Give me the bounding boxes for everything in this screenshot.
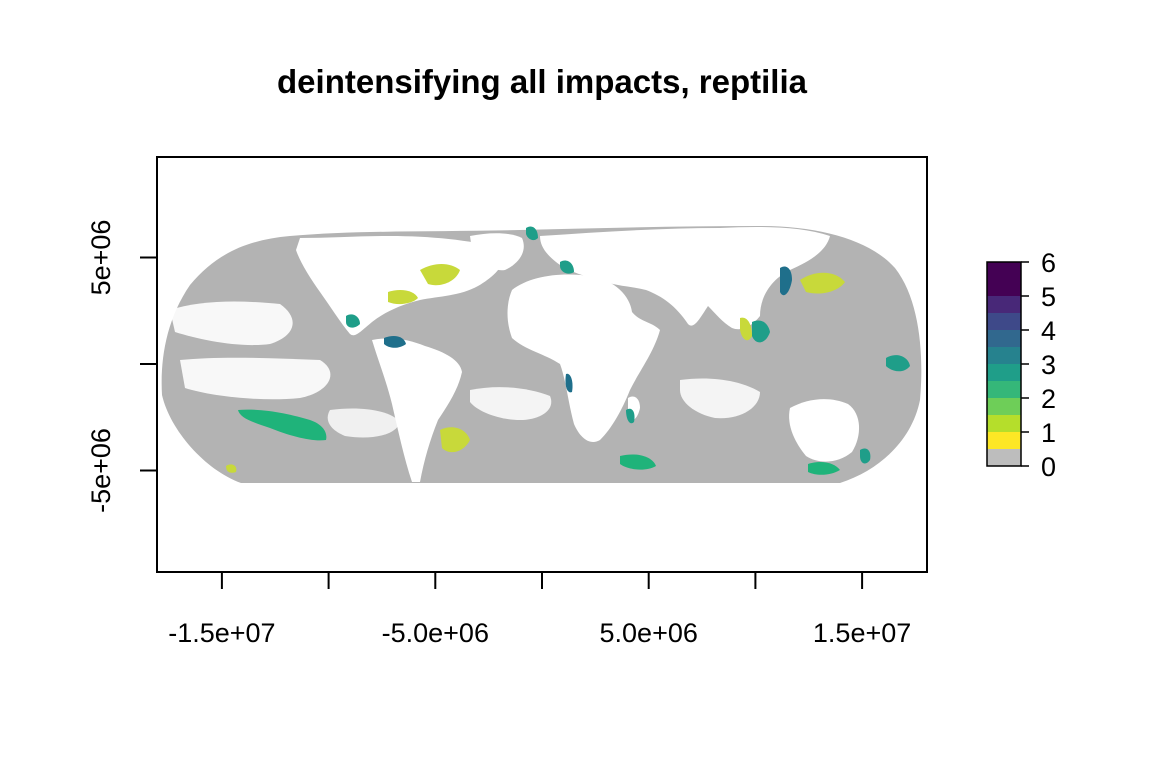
y-tick-label: -5e+06 bbox=[86, 428, 116, 513]
x-tick-label: 5.0e+06 bbox=[600, 618, 698, 648]
y-axis: -5e+06 5e+06 bbox=[86, 220, 157, 513]
impact-patch-south-atlantic bbox=[440, 427, 470, 453]
chart-title: deintensifying all impacts, reptilia bbox=[277, 63, 808, 100]
white-gap-pacific-south bbox=[180, 357, 331, 400]
impact-patch-arctic bbox=[526, 226, 538, 241]
land-north-america bbox=[296, 236, 504, 336]
x-axis: -1.5e+07 -5.0e+06 5.0e+06 1.5e+07 bbox=[168, 572, 911, 648]
impact-patch-east-asia bbox=[800, 272, 845, 294]
white-gap-southern-pacific bbox=[327, 408, 400, 438]
impact-patch-north-atlantic bbox=[388, 290, 418, 305]
legend-tick-label: 2 bbox=[1041, 384, 1056, 414]
legend-color-segment bbox=[987, 432, 1021, 449]
legend-tick-label: 0 bbox=[1041, 452, 1056, 482]
white-gap-pacific-north bbox=[170, 301, 293, 346]
land-greenland bbox=[470, 233, 524, 271]
impact-patch-gulf-mexico bbox=[346, 314, 360, 328]
legend-color-segment bbox=[987, 347, 1021, 364]
legend-color-segment bbox=[987, 415, 1021, 432]
impact-patch-caribbean bbox=[384, 336, 406, 348]
legend-tick-label: 3 bbox=[1041, 350, 1056, 380]
impact-patch-japan-sea bbox=[780, 266, 792, 296]
legend-color-segment bbox=[987, 296, 1021, 313]
legend-color-segment bbox=[987, 330, 1021, 347]
legend-tick-label: 4 bbox=[1041, 316, 1056, 346]
land-africa bbox=[507, 274, 660, 443]
impact-patch-india-west bbox=[740, 317, 752, 341]
legend-colorbar: 0 1 2 3 4 5 6 bbox=[986, 248, 1056, 482]
impact-patch-se-pacific-small bbox=[226, 464, 237, 473]
impact-patch-north-atlantic-east bbox=[560, 260, 574, 274]
impact-patch-atlantic-north2 bbox=[420, 264, 460, 286]
legend-color-segment bbox=[987, 449, 1021, 466]
impact-patch-west-africa bbox=[565, 373, 573, 393]
impact-patch-indian-south bbox=[620, 454, 656, 470]
white-gap-south-atlantic bbox=[470, 387, 552, 420]
legend-color-segment bbox=[987, 381, 1021, 398]
land-south-america bbox=[372, 338, 462, 482]
legend-tick-label: 1 bbox=[1041, 418, 1056, 448]
y-tick-label: 5e+06 bbox=[86, 220, 116, 296]
land-eurasia bbox=[540, 226, 830, 330]
land-australia bbox=[789, 399, 860, 462]
impact-patch-mozambique bbox=[626, 408, 635, 424]
legend-tick-label: 6 bbox=[1041, 248, 1056, 278]
impact-patch-coral-sea bbox=[860, 448, 871, 464]
impact-patch-tasman bbox=[808, 462, 840, 475]
x-tick-label: -1.5e+07 bbox=[168, 618, 275, 648]
legend-color-segment bbox=[987, 398, 1021, 415]
white-gap-indian bbox=[680, 378, 760, 419]
impact-patch-south-pacific bbox=[238, 409, 327, 441]
legend-tick-label: 5 bbox=[1041, 282, 1056, 312]
legend-color-segment bbox=[987, 364, 1021, 381]
x-tick-label: 1.5e+07 bbox=[813, 618, 911, 648]
map-raster bbox=[161, 226, 922, 486]
legend-color-segment bbox=[987, 262, 1021, 296]
impact-patch-south-china bbox=[752, 320, 770, 343]
x-tick-label: -5.0e+06 bbox=[382, 618, 489, 648]
land-antarctic-edge bbox=[241, 483, 840, 486]
impact-patch-pacific-east bbox=[886, 355, 910, 372]
legend-color-segment bbox=[987, 313, 1021, 330]
